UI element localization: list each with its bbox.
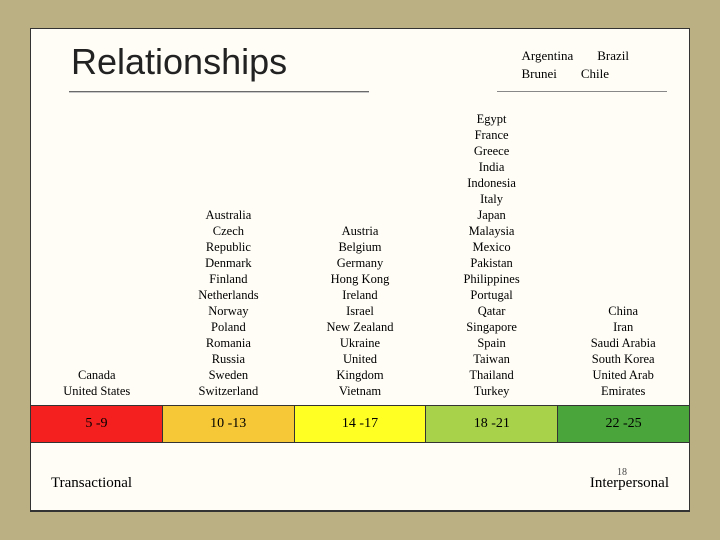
country-label: Norway <box>163 303 295 319</box>
country-label: Romania <box>163 335 295 351</box>
country-label: Qatar <box>426 303 558 319</box>
extra-top-2b: Chile <box>581 65 609 83</box>
country-label: Indonesia <box>426 175 558 191</box>
country-label: United Arab <box>557 367 689 383</box>
country-label: Russia <box>163 351 295 367</box>
country-label: Sweden <box>163 367 295 383</box>
country-label: Portugal <box>426 287 558 303</box>
bottom-left-label: Transactional <box>51 475 132 492</box>
range-cell-4: 22 -25 <box>557 405 689 443</box>
country-label: Thailand <box>426 367 558 383</box>
extra-top-1a: Argentina <box>521 47 573 65</box>
page-number: 18 <box>617 467 627 478</box>
country-label: Greece <box>426 143 558 159</box>
country-label: Switzerland <box>163 383 295 399</box>
range-cell-3: 18 -21 <box>425 405 557 443</box>
country-label: Czech <box>163 223 295 239</box>
country-label: Iran <box>557 319 689 335</box>
country-label: Poland <box>163 319 295 335</box>
country-label: Vietnam <box>294 383 426 399</box>
country-label: Austria <box>294 223 426 239</box>
country-label: Philippines <box>426 271 558 287</box>
country-label: Egypt <box>426 111 558 127</box>
country-label: India <box>426 159 558 175</box>
country-label: Belgium <box>294 239 426 255</box>
country-label: Canada <box>31 367 163 383</box>
country-label: Mexico <box>426 239 558 255</box>
country-label: Italy <box>426 191 558 207</box>
country-label: Malaysia <box>426 223 558 239</box>
range-row: 5 -910 -1314 -1718 -2122 -25 <box>31 405 689 443</box>
country-column-2: AustriaBelgiumGermanyHong KongIrelandIsr… <box>294 223 426 405</box>
country-label: Singapore <box>426 319 558 335</box>
country-label: France <box>426 127 558 143</box>
range-cell-1: 10 -13 <box>162 405 294 443</box>
country-column-3: EgyptFranceGreeceIndiaIndonesiaItalyJapa… <box>426 111 558 405</box>
extra-top-labels: Argentina Brazil Brunei Chile <box>521 47 629 83</box>
country-label: United <box>294 351 426 367</box>
country-column-1: AustraliaCzechRepublicDenmarkFinlandNeth… <box>163 207 295 405</box>
columns-wrap: CanadaUnited StatesAustraliaCzechRepubli… <box>31 89 689 405</box>
slide-title: Relationships <box>71 41 287 83</box>
extra-top-2a: Brunei <box>521 65 556 83</box>
country-label: Finland <box>163 271 295 287</box>
country-column-4: ChinaIranSaudi ArabiaSouth KoreaUnited A… <box>557 303 689 405</box>
country-label: Turkey <box>426 383 558 399</box>
country-label: Republic <box>163 239 295 255</box>
country-label: Spain <box>426 335 558 351</box>
country-label: Germany <box>294 255 426 271</box>
country-label: United States <box>31 383 163 399</box>
range-cell-0: 5 -9 <box>31 405 162 443</box>
country-label: Kingdom <box>294 367 426 383</box>
country-label: Ireland <box>294 287 426 303</box>
country-label: Taiwan <box>426 351 558 367</box>
country-label: Emirates <box>557 383 689 399</box>
country-label: Ukraine <box>294 335 426 351</box>
country-label: Hong Kong <box>294 271 426 287</box>
country-column-0: CanadaUnited States <box>31 367 163 405</box>
country-label: Saudi Arabia <box>557 335 689 351</box>
extra-top-1b: Brazil <box>597 47 629 65</box>
country-label: Netherlands <box>163 287 295 303</box>
country-label: Australia <box>163 207 295 223</box>
range-cell-2: 14 -17 <box>294 405 426 443</box>
bottom-right-label: Interpersonal <box>590 475 669 492</box>
slide-frame: Relationships Argentina Brazil Brunei Ch… <box>30 28 690 512</box>
country-label: South Korea <box>557 351 689 367</box>
country-label: Pakistan <box>426 255 558 271</box>
bottom-row: Transactional Interpersonal 18 <box>31 443 689 511</box>
country-label: China <box>557 303 689 319</box>
country-label: Denmark <box>163 255 295 271</box>
country-label: New Zealand <box>294 319 426 335</box>
country-label: Japan <box>426 207 558 223</box>
country-label: Israel <box>294 303 426 319</box>
